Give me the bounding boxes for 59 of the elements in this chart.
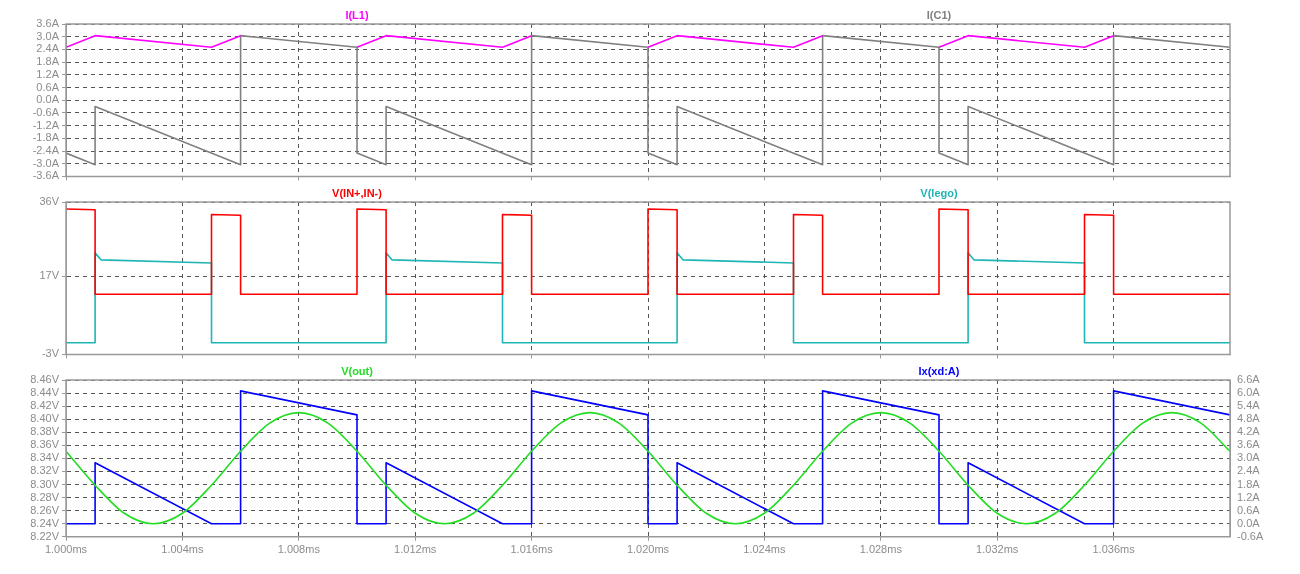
y-tick-label: 8.46V — [30, 373, 60, 386]
line-series — [66, 411, 1230, 525]
y-tick-label: 8.22V — [30, 529, 60, 542]
x-tick-label: 1.032ms — [976, 543, 1019, 556]
y2-tick-label: 6.0A — [1237, 386, 1261, 399]
x-tick-label: 1.000ms — [44, 543, 88, 556]
y2-tick-label: 5.4A — [1237, 399, 1261, 412]
text: V(lego) — [920, 186, 958, 199]
y2-tick-label: 1.8A — [1237, 477, 1261, 490]
y-tick-label: 8.28V — [30, 490, 60, 503]
y2-tick-label: 0.0A — [1237, 516, 1261, 529]
y-tick-label: -1.2A — [32, 118, 60, 131]
x-tick-label: 1.024ms — [743, 543, 786, 556]
y2-tick-label: 1.2A — [1237, 490, 1261, 503]
y2-tick-label: 3.0A — [1237, 451, 1261, 464]
y-tick-label: -3V — [41, 347, 60, 360]
y-tick-label: -3.6A — [32, 169, 60, 182]
y2-tick-label: 0.6A — [1237, 503, 1261, 516]
y-tick-label: 2.4A — [36, 42, 60, 55]
y-tick-label: 1.2A — [36, 67, 60, 80]
y-tick-label: 3.0A — [36, 29, 60, 42]
y-tick-label: 8.24V — [30, 516, 60, 529]
y-tick-label: 17V — [39, 269, 60, 282]
y-tick-label: 8.42V — [30, 399, 60, 412]
text: V(out) — [341, 364, 374, 377]
y-tick-label: -1.8A — [32, 131, 60, 144]
x-tick-label: 1.008ms — [277, 543, 321, 556]
x-tick-label: 1.012ms — [394, 543, 437, 556]
y2-tick-label: 3.6A — [1237, 438, 1261, 451]
y-tick-label: 8.36V — [30, 438, 60, 451]
y-tick-label: 8.38V — [30, 425, 60, 438]
y-tick-label: -3.0A — [32, 156, 60, 169]
text: I(C1) — [926, 8, 952, 21]
y2-tick-label: 6.6A — [1237, 373, 1261, 386]
y-tick-label: 8.34V — [30, 451, 60, 464]
y-tick-label: 8.40V — [30, 412, 60, 425]
y-tick-label: 8.32V — [30, 464, 60, 477]
y2-tick-label: -0.6A — [1237, 529, 1264, 542]
y-tick-label: -0.6A — [32, 105, 60, 118]
y-tick-label: 0.0A — [36, 93, 60, 106]
y2-tick-label: 2.4A — [1237, 464, 1261, 477]
x-tick-label: 1.016ms — [510, 543, 554, 556]
series-label: V(IN+,IN-) — [332, 186, 383, 199]
y-tick-label: 8.44V — [30, 386, 60, 399]
y-tick-label: -2.4A — [32, 144, 60, 157]
x-tick-label: 1.036ms — [1092, 543, 1136, 556]
x-tick-label: 1.004ms — [161, 543, 204, 556]
y-tick-label: 8.30V — [30, 477, 60, 490]
y-tick-label: 0.6A — [36, 80, 60, 93]
y-tick-label: 1.8A — [36, 55, 60, 68]
x-tick-label: 1.020ms — [626, 543, 670, 556]
y-tick-label: 8.26V — [30, 503, 60, 516]
x-tick-label: 1.028ms — [859, 543, 903, 556]
y-tick-label: 36V — [39, 195, 60, 208]
series-label: I(L1) — [345, 8, 369, 21]
y2-tick-label: 4.2A — [1237, 425, 1261, 438]
text: Ix(xd:A) — [918, 364, 960, 377]
y-tick-label: 3.6A — [36, 17, 60, 30]
y2-tick-label: 4.8A — [1237, 412, 1261, 425]
